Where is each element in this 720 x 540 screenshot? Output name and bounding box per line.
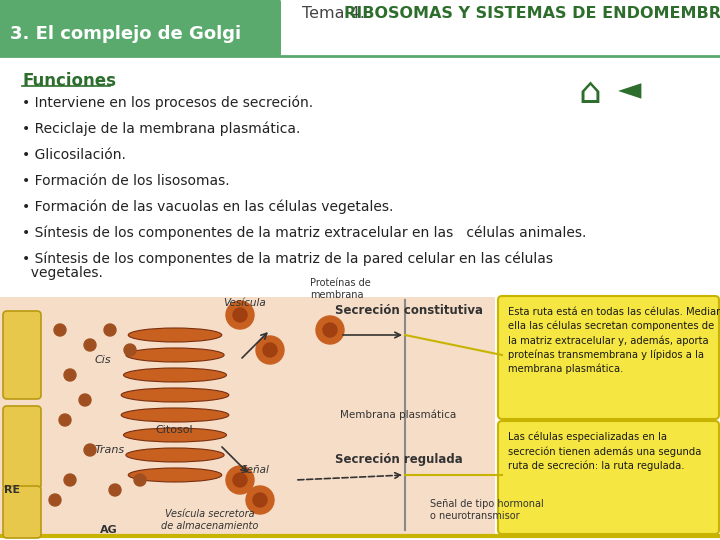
Text: Las células especializadas en la
secreción tienen además una segunda
ruta de sec: Las células especializadas en la secreci…: [508, 432, 701, 471]
Circle shape: [253, 493, 267, 507]
Text: 3. El complejo de Golgi: 3. El complejo de Golgi: [10, 25, 241, 43]
FancyBboxPatch shape: [3, 406, 41, 489]
Text: Cis: Cis: [95, 355, 112, 365]
Circle shape: [233, 473, 247, 487]
Circle shape: [124, 344, 136, 356]
FancyBboxPatch shape: [498, 421, 719, 534]
Circle shape: [323, 323, 337, 337]
Text: Funciones: Funciones: [22, 72, 116, 90]
FancyBboxPatch shape: [0, 297, 495, 536]
Text: ⌂: ⌂: [579, 76, 601, 110]
Circle shape: [84, 444, 96, 456]
Circle shape: [246, 486, 274, 514]
Text: • Síntesis de los componentes de la matriz extracelular en las   células animale: • Síntesis de los componentes de la matr…: [22, 226, 586, 240]
Circle shape: [233, 308, 247, 322]
Text: RIBOSOMAS Y SISTEMAS DE ENDOMEMBRANAS: RIBOSOMAS Y SISTEMAS DE ENDOMEMBRANAS: [344, 6, 720, 22]
Text: Esta ruta está en todas las células. Mediante
ella las células secretan componen: Esta ruta está en todas las células. Med…: [508, 307, 720, 374]
Circle shape: [226, 301, 254, 329]
FancyBboxPatch shape: [3, 311, 41, 399]
Ellipse shape: [121, 388, 229, 402]
Ellipse shape: [128, 328, 222, 342]
Text: RE: RE: [4, 485, 20, 495]
Circle shape: [109, 484, 121, 496]
Circle shape: [79, 394, 91, 406]
Circle shape: [256, 336, 284, 364]
Circle shape: [226, 466, 254, 494]
Ellipse shape: [126, 348, 224, 362]
Text: Señal de tipo hormonal
o neurotransmisor: Señal de tipo hormonal o neurotransmisor: [430, 499, 544, 521]
Circle shape: [104, 324, 116, 336]
Ellipse shape: [126, 448, 224, 462]
Text: Vesícula secretora
de almacenamiento: Vesícula secretora de almacenamiento: [161, 509, 258, 531]
Circle shape: [134, 474, 146, 486]
Ellipse shape: [128, 468, 222, 482]
Text: Vesícula: Vesícula: [224, 298, 266, 308]
Text: Secreción constitutiva: Secreción constitutiva: [335, 303, 483, 316]
Text: • Formación de las vacuolas en las células vegetales.: • Formación de las vacuolas en las célul…: [22, 200, 393, 214]
FancyBboxPatch shape: [3, 486, 41, 538]
Text: Proteínas de
membrana: Proteínas de membrana: [310, 278, 371, 300]
Ellipse shape: [124, 428, 227, 442]
Text: • Formación de los lisosomas.: • Formación de los lisosomas.: [22, 174, 230, 188]
Circle shape: [49, 494, 61, 506]
Ellipse shape: [124, 368, 227, 382]
Text: Membrana plasmática: Membrana plasmática: [340, 410, 456, 420]
Circle shape: [64, 474, 76, 486]
Text: Tema 4.: Tema 4.: [302, 6, 370, 22]
Text: vegetales.: vegetales.: [22, 266, 103, 280]
Circle shape: [64, 369, 76, 381]
Circle shape: [263, 343, 277, 357]
Text: Trans: Trans: [95, 445, 125, 455]
Circle shape: [84, 339, 96, 351]
Circle shape: [316, 316, 344, 344]
Ellipse shape: [121, 408, 229, 422]
Text: ◄: ◄: [618, 76, 642, 105]
Text: AG: AG: [100, 525, 118, 535]
Circle shape: [59, 414, 71, 426]
Text: • Interviene en los procesos de secreción.: • Interviene en los procesos de secreció…: [22, 96, 313, 111]
Text: Secreción regulada: Secreción regulada: [335, 454, 463, 467]
FancyBboxPatch shape: [498, 296, 719, 419]
Text: • Reciclaje de la membrana plasmática.: • Reciclaje de la membrana plasmática.: [22, 122, 300, 137]
Text: • Glicosilación.: • Glicosilación.: [22, 148, 126, 162]
Text: Señal: Señal: [240, 465, 269, 475]
FancyBboxPatch shape: [0, 0, 281, 57]
Circle shape: [54, 324, 66, 336]
Text: Citosol: Citosol: [155, 425, 193, 435]
Text: • Síntesis de los componentes de la matriz de la pared celular en las células: • Síntesis de los componentes de la matr…: [22, 252, 553, 267]
